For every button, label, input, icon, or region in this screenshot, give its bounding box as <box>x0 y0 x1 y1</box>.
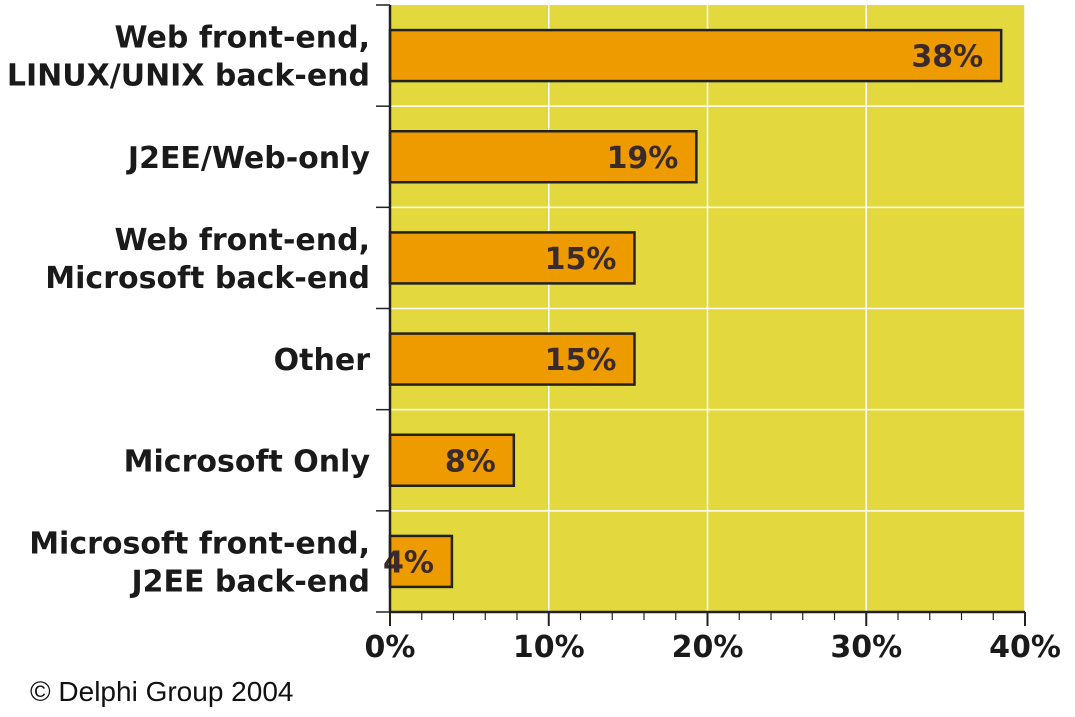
category-label: J2EE/Web-only <box>126 141 371 176</box>
category-label: J2EE back-end <box>129 564 370 599</box>
data-label: 15% <box>545 242 617 277</box>
category-label: Microsoft back-end <box>45 261 370 296</box>
data-label: 8% <box>445 444 496 479</box>
category-label: Web front-end, <box>115 21 370 56</box>
bar <box>388 433 516 487</box>
category-label: LINUX/UNIX back-end <box>7 59 370 94</box>
data-label: 38% <box>911 40 983 75</box>
bar <box>388 231 636 285</box>
x-tick-label: 20% <box>672 630 744 665</box>
category-label: Other <box>274 343 371 378</box>
category-label: Microsoft front-end, <box>29 526 370 561</box>
category-label: Web front-end, <box>115 223 370 258</box>
x-tick-label: 30% <box>830 630 902 665</box>
x-tick-label: 0% <box>365 630 416 665</box>
bar <box>388 534 454 589</box>
bar <box>388 28 1003 83</box>
category-label: Microsoft Only <box>124 444 371 479</box>
data-label: 15% <box>545 343 617 378</box>
bar <box>388 130 698 184</box>
copyright-text: © Delphi Group 2004 <box>30 676 294 707</box>
data-label: 19% <box>607 141 679 176</box>
bar <box>388 332 636 386</box>
x-tick-label: 40% <box>989 630 1061 665</box>
data-label: 4% <box>383 545 434 580</box>
x-tick-label: 10% <box>513 630 585 665</box>
